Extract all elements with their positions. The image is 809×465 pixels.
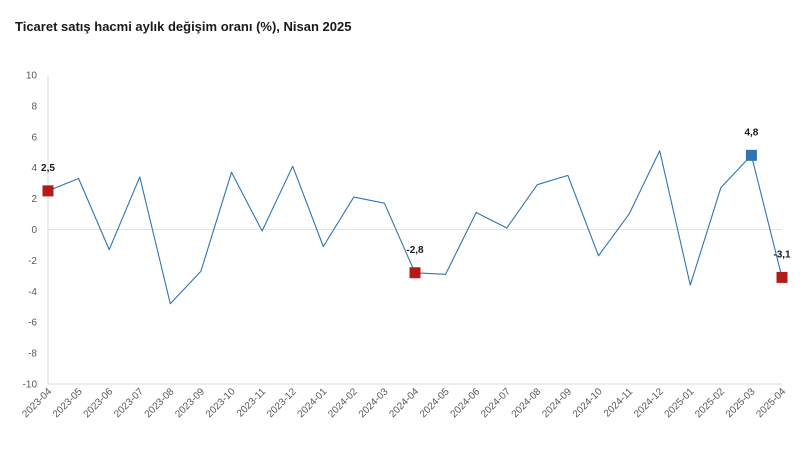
- highlight-marker: [409, 267, 421, 279]
- data-label: 2,5: [41, 163, 55, 174]
- highlight-marker: [776, 271, 788, 283]
- highlight-markers: 2,5 -2,8 4,8 -3,1: [41, 127, 791, 283]
- x-tick-label: 2023-09: [173, 386, 207, 420]
- x-axis-ticks: 2023-042023-052023-062023-072023-082023-…: [20, 386, 788, 420]
- y-tick-label: -2: [28, 256, 37, 267]
- x-tick-label: 2025-02: [693, 386, 727, 420]
- x-tick-label: 2024-05: [418, 386, 452, 420]
- data-label: -2,8: [406, 245, 424, 256]
- x-tick-label: 2023-12: [265, 386, 299, 420]
- highlight-marker: [745, 149, 757, 161]
- y-axis-ticks: 10 8 6 4 2 0 -2 -4 -6 -8 -10: [23, 71, 38, 391]
- x-tick-label: 2023-05: [51, 386, 85, 420]
- y-tick-label: 0: [31, 225, 37, 236]
- y-tick-label: 8: [31, 101, 37, 112]
- y-tick-label: 6: [31, 132, 37, 143]
- x-tick-label: 2023-10: [204, 386, 238, 420]
- x-tick-label: 2023-11: [235, 386, 269, 420]
- x-tick-label: 2023-06: [82, 386, 116, 420]
- x-tick-label: 2023-04: [20, 386, 54, 420]
- x-tick-label: 2024-04: [387, 386, 421, 420]
- data-label: -3,1: [773, 249, 791, 260]
- x-tick-label: 2024-09: [540, 386, 574, 420]
- y-tick-label: -6: [28, 318, 37, 329]
- data-label: 4,8: [744, 127, 758, 138]
- x-tick-label: 2024-02: [326, 386, 360, 420]
- x-tick-label: 2024-06: [449, 386, 483, 420]
- x-tick-label: 2024-08: [510, 386, 544, 420]
- x-tick-label: 2025-04: [754, 386, 788, 420]
- x-tick-label: 2024-03: [357, 386, 391, 420]
- x-tick-label: 2024-10: [571, 386, 605, 420]
- x-tick-label: 2024-12: [632, 386, 666, 420]
- x-tick-label: 2024-01: [296, 386, 330, 420]
- x-tick-label: 2023-07: [112, 386, 146, 420]
- y-tick-label: -8: [28, 349, 37, 360]
- x-tick-label: 2025-01: [663, 386, 697, 420]
- y-tick-label: 4: [31, 163, 37, 174]
- y-tick-label: -4: [28, 287, 37, 298]
- highlight-marker: [42, 185, 54, 197]
- y-tick-label: -10: [23, 380, 38, 391]
- y-tick-label: 2: [31, 194, 37, 205]
- x-tick-label: 2024-07: [479, 386, 513, 420]
- chart-title: Ticaret satış hacmi aylık değişim oranı …: [15, 19, 352, 34]
- x-tick-label: 2025-03: [724, 386, 758, 420]
- x-tick-label: 2023-08: [143, 386, 177, 420]
- y-tick-label: 10: [26, 71, 38, 82]
- x-tick-label: 2024-11: [602, 386, 636, 420]
- series-line: [47, 150, 783, 305]
